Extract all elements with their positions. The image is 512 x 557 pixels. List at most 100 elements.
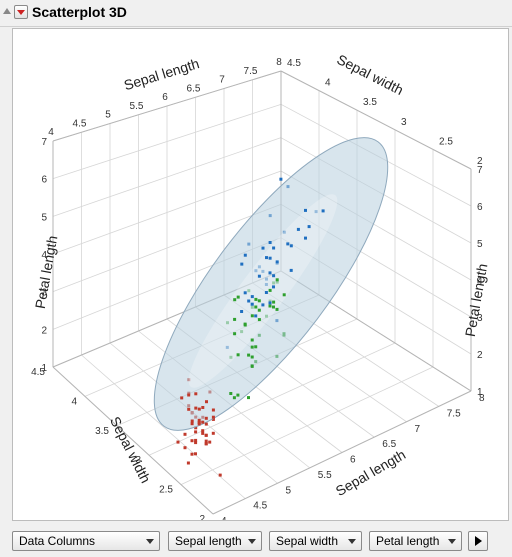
collapse-triangle-icon[interactable] bbox=[3, 8, 11, 14]
data-point bbox=[268, 256, 272, 260]
tick-sepal-length-top: 6 bbox=[162, 92, 168, 103]
tick-petal-left: 5 bbox=[41, 212, 47, 223]
box-edges bbox=[52, 70, 472, 515]
data-point bbox=[254, 297, 258, 301]
data-point bbox=[190, 439, 194, 443]
data-point bbox=[268, 304, 272, 308]
data-point bbox=[197, 407, 201, 411]
tick-sepal-length-top: 4.5 bbox=[73, 118, 87, 129]
data-point bbox=[176, 440, 180, 444]
data-point bbox=[257, 274, 261, 278]
density-ellipsoid bbox=[153, 137, 389, 431]
chevron-down-icon bbox=[248, 539, 256, 544]
data-point bbox=[247, 396, 250, 400]
data-point bbox=[254, 305, 258, 309]
tick-sepal-length-bottom: 6.5 bbox=[382, 439, 396, 450]
data-point bbox=[272, 305, 275, 309]
data-columns-dropdown[interactable]: Data Columns bbox=[12, 531, 160, 551]
chevron-down-icon bbox=[146, 539, 154, 544]
tick-petal-right: 7 bbox=[477, 165, 483, 176]
data-point bbox=[265, 256, 268, 260]
data-point bbox=[211, 415, 215, 419]
chevron-down-icon bbox=[448, 539, 456, 544]
tick-sepal-length-bottom: 7.5 bbox=[447, 408, 461, 419]
tick-sepal-length-top: 4 bbox=[48, 127, 54, 138]
tick-sepal-width-bottom: 3.5 bbox=[95, 426, 109, 437]
tick-petal-left: 7 bbox=[41, 137, 47, 148]
next-columns-button[interactable] bbox=[468, 531, 488, 551]
data-point bbox=[201, 420, 205, 424]
tick-sepal-length-top: 5 bbox=[105, 110, 111, 121]
data-point bbox=[229, 392, 233, 395]
axis-label-sepal-length-bottom: Sepal length bbox=[333, 446, 408, 499]
data-point bbox=[243, 291, 247, 295]
window-title: Scatterplot 3D bbox=[32, 4, 127, 20]
data-point bbox=[307, 225, 311, 229]
data-point bbox=[204, 416, 208, 420]
data-point bbox=[232, 396, 236, 400]
data-point bbox=[268, 241, 272, 244]
x-axis-label: Sepal length bbox=[175, 534, 242, 548]
data-point bbox=[264, 291, 268, 294]
data-point bbox=[201, 429, 205, 433]
data-point bbox=[268, 301, 272, 305]
z-axis-dropdown[interactable]: Petal length bbox=[369, 531, 462, 551]
tick-sepal-length-top: 7.5 bbox=[244, 66, 258, 77]
tick-sepal-width-top: 2 bbox=[477, 156, 483, 167]
data-point bbox=[275, 307, 279, 311]
data-point bbox=[211, 408, 215, 412]
data-point bbox=[247, 353, 251, 357]
data-point bbox=[250, 295, 254, 299]
data-point bbox=[194, 430, 198, 434]
tick-petal-left: 2 bbox=[41, 325, 47, 336]
data-point bbox=[268, 288, 272, 292]
tick-petal-left: 4 bbox=[41, 250, 47, 261]
plot-frame[interactable]: 1 2 3 4 5 6 7 1 2 3 4 5 6 7 4 4.5 5 5.5 6 6.5 7 7.5 8 4.5 4 3.5 3 2… bbox=[12, 28, 509, 521]
y-axis-dropdown[interactable]: Sepal width bbox=[269, 531, 362, 551]
data-point bbox=[240, 262, 244, 266]
red-triangle-menu-button[interactable] bbox=[14, 5, 28, 19]
tick-sepal-width-bottom: 2 bbox=[199, 514, 205, 520]
tick-sepal-length-bottom: 5 bbox=[286, 485, 292, 496]
data-point bbox=[236, 393, 240, 397]
data-point bbox=[250, 364, 254, 368]
bottom-toolbar: Data Columns Sepal length Sepal width Pe… bbox=[0, 528, 512, 557]
data-point bbox=[289, 244, 293, 248]
tick-sepal-width-bottom: 4.5 bbox=[31, 367, 45, 378]
tick-sepal-width-top: 3.5 bbox=[363, 97, 377, 108]
data-point bbox=[272, 300, 276, 304]
tick-sepal-width-top: 2.5 bbox=[439, 136, 453, 147]
data-point bbox=[201, 431, 205, 435]
data-point bbox=[194, 441, 198, 445]
data-point bbox=[194, 438, 198, 442]
data-point bbox=[240, 310, 244, 313]
data-point bbox=[272, 285, 275, 289]
points-front bbox=[176, 177, 325, 477]
data-point bbox=[250, 355, 254, 359]
data-point bbox=[205, 400, 208, 404]
tick-petal-left: 1 bbox=[41, 363, 47, 374]
data-point bbox=[208, 440, 212, 444]
z-axis-label: Petal length bbox=[376, 534, 440, 548]
data-point bbox=[218, 473, 222, 477]
data-point bbox=[268, 271, 272, 275]
data-point bbox=[211, 417, 215, 421]
data-point bbox=[204, 433, 208, 437]
data-point bbox=[250, 302, 254, 306]
tick-sepal-width-top: 4 bbox=[325, 78, 331, 89]
data-point bbox=[257, 318, 261, 322]
data-point bbox=[194, 426, 198, 430]
x-axis-dropdown[interactable]: Sepal length bbox=[168, 531, 262, 551]
tick-petal-right: 3 bbox=[477, 313, 483, 324]
data-point bbox=[194, 452, 197, 456]
tick-sepal-length-bottom: 8 bbox=[479, 393, 485, 404]
data-point bbox=[187, 407, 191, 411]
data-point bbox=[275, 278, 279, 282]
ellipsoid-highlight bbox=[188, 194, 338, 388]
data-point bbox=[197, 418, 201, 422]
data-point bbox=[190, 419, 194, 423]
data-point bbox=[257, 308, 261, 312]
tick-sepal-length-bottom: 4 bbox=[221, 516, 227, 520]
